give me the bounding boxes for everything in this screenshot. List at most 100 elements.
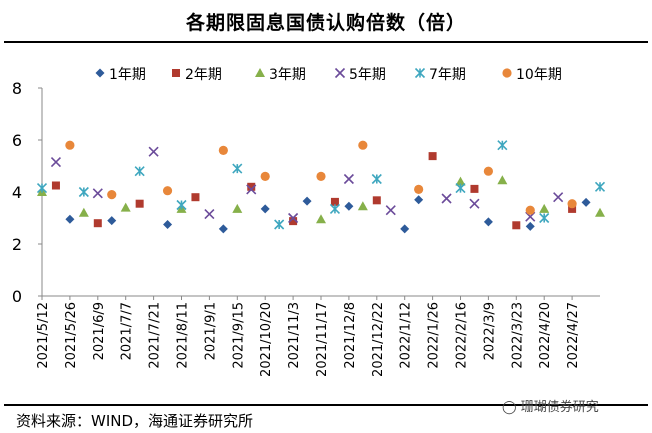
data-point-series-2	[135, 199, 144, 208]
data-point-series-3	[539, 203, 550, 213]
data-point-series-5	[329, 203, 341, 214]
legend-marker-3	[255, 68, 265, 77]
data-point-series-4	[148, 146, 159, 157]
x-tick-label: 2021/9/15	[231, 302, 246, 369]
data-point-series-1	[581, 197, 591, 207]
legend-marker-4	[334, 67, 346, 79]
data-point-series-2	[512, 221, 521, 230]
x-tick-label: 2021/9/1	[203, 302, 218, 360]
data-point-series-1	[260, 204, 270, 214]
x-tick-label: 2021/8/11	[176, 302, 191, 369]
data-point-series-4	[553, 192, 564, 203]
legend-label-1: 1年期	[109, 67, 146, 83]
data-point-series-4	[288, 212, 299, 224]
y-tick-label: 4	[12, 183, 22, 202]
data-point-series-3	[78, 207, 89, 217]
data-point-series-1	[218, 224, 228, 234]
watermark-text: 珊瑚债券研究	[520, 400, 599, 415]
source-note: 资料来源：WIND，海通证券研究所	[16, 412, 254, 430]
data-point-series-6	[65, 140, 75, 150]
data-point-series-3	[357, 201, 368, 211]
data-point-series-1	[400, 224, 410, 234]
y-tick-label: 8	[12, 79, 22, 98]
x-tick-label: 2021/7/7	[120, 302, 135, 360]
y-tick-label: 0	[12, 287, 22, 306]
x-tick-label: 2022/1/12	[399, 302, 414, 369]
data-point-series-1	[107, 216, 117, 226]
legend-marker-1	[95, 68, 105, 78]
data-point-series-3	[232, 203, 243, 213]
data-point-series-3	[316, 214, 326, 224]
data-point-series-1	[483, 217, 493, 227]
data-point-series-2	[470, 184, 479, 193]
data-point-series-2	[51, 181, 60, 190]
data-point-series-5	[371, 173, 382, 185]
data-point-series-6	[358, 140, 368, 150]
x-tick-label: 2022/4/20	[538, 302, 553, 369]
legend-label-3: 3年期	[269, 67, 306, 83]
x-tick-label: 2021/11/3	[287, 302, 302, 369]
data-point-series-5	[594, 181, 606, 192]
data-point-series-6	[218, 145, 228, 155]
watermark-logo-icon: ◯	[502, 400, 517, 415]
data-point-series-2	[247, 182, 256, 191]
data-point-series-5	[232, 163, 243, 174]
data-point-series-1	[525, 221, 535, 231]
data-point-series-4	[50, 157, 62, 168]
data-point-series-1	[65, 214, 75, 224]
y-tick-label: 2	[12, 235, 22, 254]
y-tick-label: 6	[12, 131, 22, 150]
data-point-series-6	[316, 171, 326, 181]
x-tick-label: 2021/12/22	[371, 302, 386, 377]
data-point-series-4	[204, 209, 215, 220]
x-tick-label: 2021/5/12	[36, 302, 51, 369]
data-point-series-5	[539, 212, 550, 224]
x-tick-label: 2022/3/9	[482, 302, 497, 360]
watermark: ◯ 珊瑚债券研究	[502, 396, 599, 415]
x-tick-label: 2021/10/20	[259, 302, 274, 377]
data-point-series-5	[497, 140, 508, 151]
title-rule	[4, 41, 648, 43]
data-point-series-1	[163, 220, 173, 229]
legend-label-2: 2年期	[185, 67, 222, 83]
data-point-series-6	[483, 166, 493, 176]
x-tick-label: 2021/5/26	[64, 302, 79, 369]
data-point-series-6	[107, 190, 117, 200]
data-point-series-5	[455, 183, 466, 194]
data-point-series-6	[162, 186, 173, 196]
data-point-series-6	[260, 171, 270, 181]
data-point-series-4	[469, 198, 480, 209]
data-point-series-4	[385, 205, 396, 216]
data-point-series-6	[567, 199, 577, 209]
data-point-series-4	[525, 211, 536, 222]
data-point-series-6	[525, 205, 535, 215]
source-rule	[4, 404, 648, 406]
data-point-series-2	[568, 204, 577, 213]
data-point-series-3	[497, 175, 508, 185]
data-point-series-2	[289, 217, 298, 226]
data-point-series-4	[92, 188, 103, 199]
legend-label-4: 5年期	[349, 67, 386, 83]
data-point-series-4	[246, 184, 257, 195]
data-point-series-5	[78, 186, 89, 198]
data-point-series-3	[455, 176, 466, 186]
x-tick-label: 2022/3/23	[510, 302, 525, 369]
x-tick-label: 2021/7/21	[148, 302, 163, 369]
data-point-series-5	[274, 219, 285, 230]
legend-label-5: 7年期	[429, 67, 466, 83]
legend-marker-2	[172, 69, 180, 77]
data-point-series-3	[120, 202, 131, 212]
data-point-series-1	[302, 196, 312, 206]
x-tick-label: 2022/2/16	[455, 302, 470, 369]
x-tick-label: 2021/12/8	[343, 302, 358, 369]
data-point-series-1	[414, 195, 424, 205]
data-point-series-2	[191, 193, 200, 202]
data-point-series-2	[428, 152, 437, 161]
x-tick-label: 2021/11/17	[315, 302, 330, 377]
x-tick-label: 2022/4/27	[566, 302, 581, 369]
legend-marker-5	[414, 67, 426, 79]
data-point-series-1	[344, 201, 354, 211]
data-point-series-4	[343, 173, 354, 185]
legend-label-6: 10年期	[516, 67, 562, 83]
